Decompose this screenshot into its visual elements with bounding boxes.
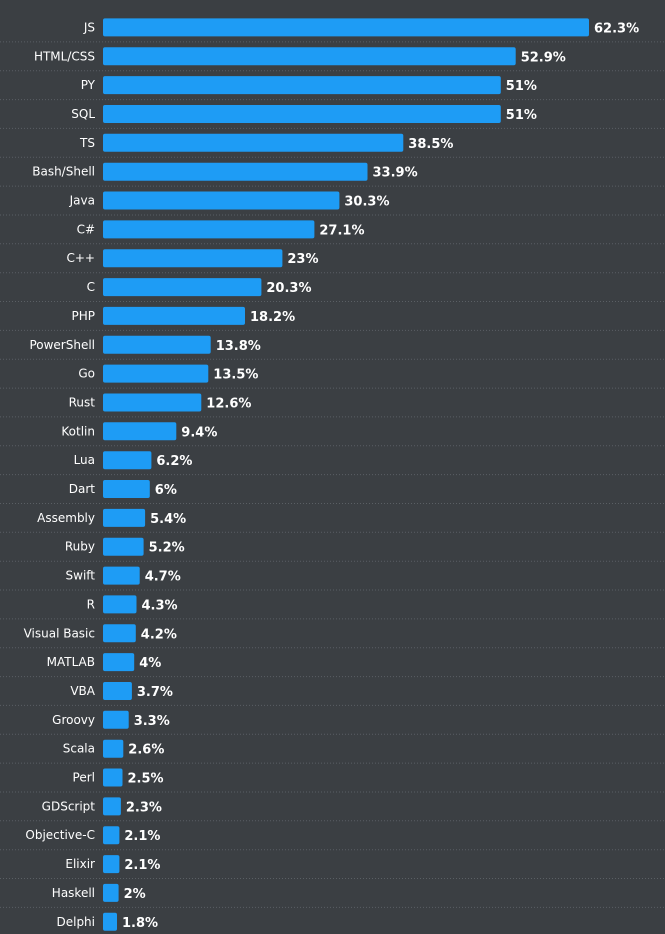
value-label: 51% bbox=[506, 108, 537, 123]
value-label: 1.8% bbox=[122, 916, 158, 931]
value-label: 4% bbox=[139, 656, 161, 671]
value-label: 3.7% bbox=[137, 685, 173, 700]
value-label: 27.1% bbox=[319, 223, 364, 238]
value-label: 6% bbox=[155, 483, 177, 498]
value-label: 18.2% bbox=[250, 310, 295, 325]
bar bbox=[103, 653, 135, 672]
value-label: 13.8% bbox=[216, 339, 261, 354]
value-label: 9.4% bbox=[181, 425, 217, 440]
bar bbox=[103, 249, 283, 268]
category-label: Ruby bbox=[65, 540, 95, 554]
category-label: PHP bbox=[72, 309, 96, 323]
bar bbox=[103, 364, 209, 383]
category-label: Delphi bbox=[56, 915, 95, 929]
value-label: 20.3% bbox=[266, 281, 311, 296]
value-label: 3.3% bbox=[134, 714, 170, 729]
category-label: Elixir bbox=[65, 857, 95, 871]
value-label: 52.9% bbox=[521, 50, 566, 65]
value-label: 2.5% bbox=[128, 772, 164, 787]
bar bbox=[103, 191, 340, 210]
value-label: 30.3% bbox=[344, 195, 389, 210]
category-label: Haskell bbox=[52, 886, 95, 900]
value-label: 2.1% bbox=[124, 829, 160, 844]
category-label: Perl bbox=[73, 771, 95, 785]
bar bbox=[103, 422, 177, 441]
category-label: Groovy bbox=[52, 713, 95, 727]
bar bbox=[103, 47, 516, 66]
category-label: PY bbox=[81, 78, 96, 92]
bar bbox=[103, 797, 121, 816]
value-label: 33.9% bbox=[373, 166, 418, 181]
value-label: 62.3% bbox=[594, 21, 639, 36]
category-label: MATLAB bbox=[47, 655, 95, 669]
category-label: C++ bbox=[67, 251, 96, 265]
bar bbox=[103, 393, 202, 412]
value-label: 38.5% bbox=[408, 137, 453, 152]
bar bbox=[103, 335, 211, 354]
category-label: GDScript bbox=[42, 799, 96, 813]
bar bbox=[103, 912, 117, 931]
bar bbox=[103, 624, 136, 643]
category-label: Swift bbox=[66, 569, 96, 583]
category-label: HTML/CSS bbox=[34, 49, 95, 63]
category-label: PowerShell bbox=[29, 338, 95, 352]
bar bbox=[103, 508, 146, 527]
category-label: Assembly bbox=[37, 511, 95, 525]
category-label: Bash/Shell bbox=[32, 165, 95, 179]
bar bbox=[103, 739, 124, 758]
value-label: 2% bbox=[124, 887, 146, 902]
category-label: Objective-C bbox=[25, 828, 95, 842]
category-label: Java bbox=[69, 194, 95, 208]
bar bbox=[103, 18, 589, 37]
bar bbox=[103, 595, 137, 614]
category-label: C# bbox=[77, 222, 95, 236]
value-label: 4.7% bbox=[145, 570, 181, 585]
category-label: SQL bbox=[71, 107, 95, 121]
bar bbox=[103, 162, 368, 181]
bar bbox=[103, 768, 123, 787]
value-label: 4.2% bbox=[141, 627, 177, 642]
category-label: Lua bbox=[74, 453, 95, 467]
bar bbox=[103, 133, 404, 152]
bar bbox=[103, 710, 129, 729]
bar bbox=[103, 480, 150, 498]
bar bbox=[103, 76, 501, 95]
bar bbox=[103, 566, 140, 585]
value-label: 2.6% bbox=[128, 743, 164, 758]
bar bbox=[103, 220, 315, 239]
value-label: 2.3% bbox=[126, 800, 162, 815]
category-label: VBA bbox=[70, 684, 95, 698]
category-label: Scala bbox=[63, 742, 95, 756]
value-label: 6.2% bbox=[156, 454, 192, 469]
category-label: Rust bbox=[69, 395, 96, 409]
value-label: 51% bbox=[506, 79, 537, 94]
category-label: Go bbox=[78, 367, 95, 381]
value-label: 5.2% bbox=[149, 541, 185, 556]
value-label: 4.3% bbox=[142, 598, 178, 613]
bar bbox=[103, 826, 120, 845]
value-label: 12.6% bbox=[206, 396, 251, 411]
bar bbox=[103, 451, 152, 470]
bar bbox=[103, 278, 262, 297]
category-label: Dart bbox=[69, 482, 96, 496]
bar bbox=[103, 883, 119, 902]
bar bbox=[103, 537, 144, 556]
bar bbox=[103, 682, 132, 700]
bar bbox=[103, 105, 501, 123]
value-label: 5.4% bbox=[150, 512, 186, 527]
category-label: TS bbox=[79, 136, 95, 150]
category-label: C bbox=[87, 280, 95, 294]
category-label: JS bbox=[83, 20, 95, 34]
category-label: Kotlin bbox=[61, 424, 95, 438]
category-label: Visual Basic bbox=[24, 626, 95, 640]
value-label: 2.1% bbox=[124, 858, 160, 873]
value-label: 13.5% bbox=[213, 368, 258, 383]
category-label: R bbox=[87, 597, 95, 611]
bar bbox=[103, 855, 120, 874]
bar bbox=[103, 306, 245, 325]
value-label: 23% bbox=[287, 252, 318, 267]
